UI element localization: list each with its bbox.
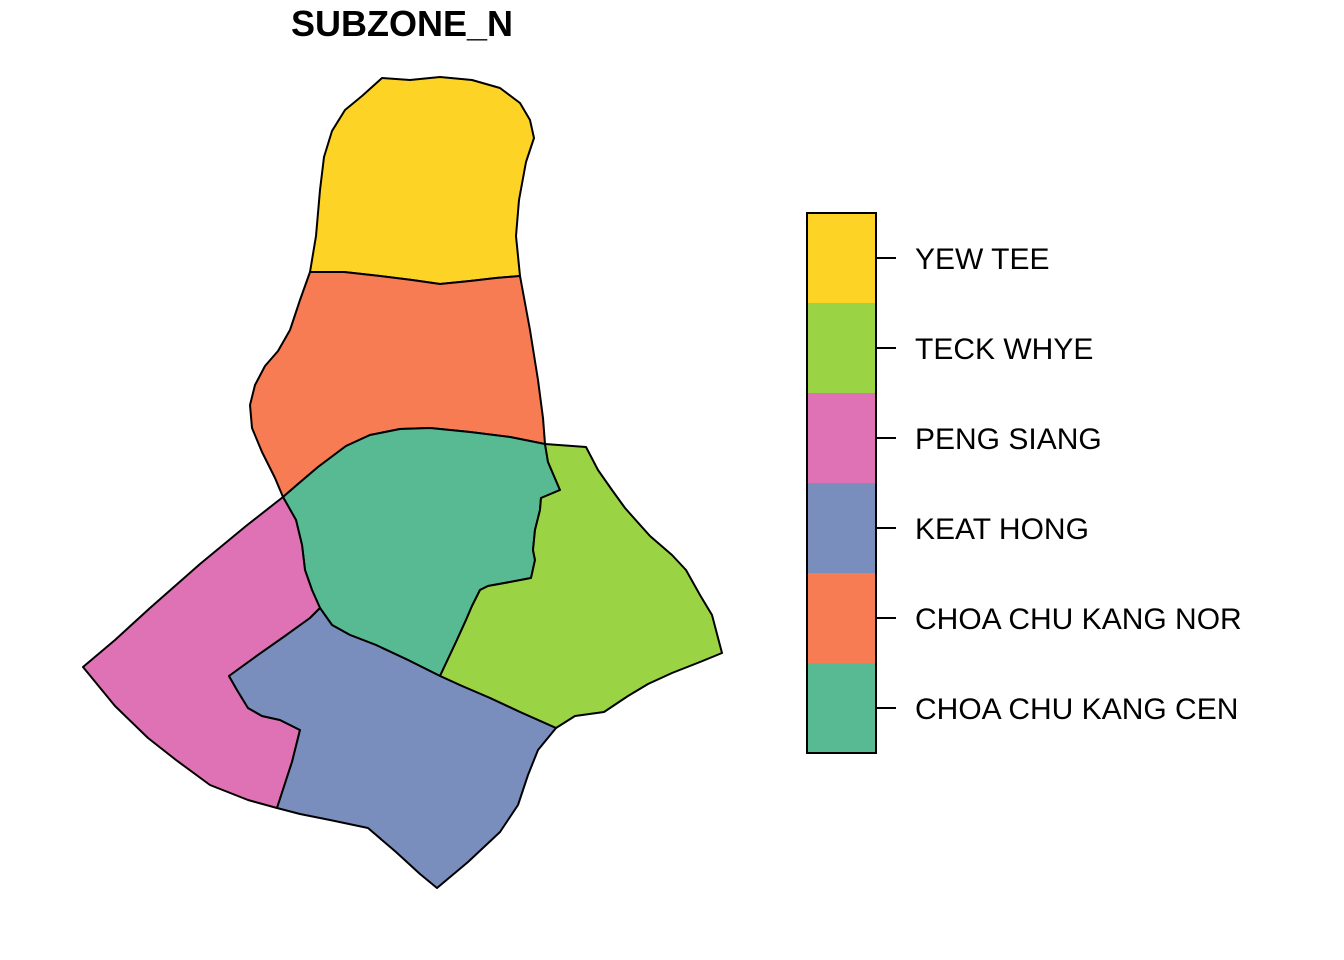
legend-swatch-choa-chu-kang-cen <box>807 663 876 753</box>
legend-swatch-yew-tee <box>807 213 876 303</box>
legend-label-peng-siang: PENG SIANG <box>915 423 1102 456</box>
map-title: SUBZONE_N <box>291 3 513 44</box>
legend-labels: YEW TEE TECK WHYE PENG SIANG KEAT HONG CHOA … <box>915 243 1242 726</box>
legend-frame <box>806 212 877 754</box>
legend-swatches <box>807 213 876 753</box>
legend-label-choa-chu-kang-nor: CHOA CHU KANG NOR <box>915 603 1242 636</box>
legend-label-keat-hong: KEAT HONG <box>915 513 1089 546</box>
legend-label-choa-chu-kang-cen: CHOA CHU KANG CEN <box>915 693 1238 726</box>
legend-ticks <box>876 257 896 709</box>
map-regions <box>82 76 723 889</box>
legend-swatch-peng-siang <box>807 393 876 483</box>
legend-label-teck-whye: TECK WHYE <box>915 333 1093 366</box>
legend-swatch-keat-hong <box>807 483 876 573</box>
legend: YEW TEE TECK WHYE PENG SIANG KEAT HONG CHOA … <box>806 212 1242 754</box>
legend-swatch-choa-chu-kang-nor <box>807 573 876 663</box>
region-keat-hong[interactable] <box>228 607 557 889</box>
legend-swatch-teck-whye <box>807 303 876 393</box>
legend-label-yew-tee: YEW TEE <box>915 243 1049 276</box>
region-yew-tee[interactable] <box>309 76 535 285</box>
